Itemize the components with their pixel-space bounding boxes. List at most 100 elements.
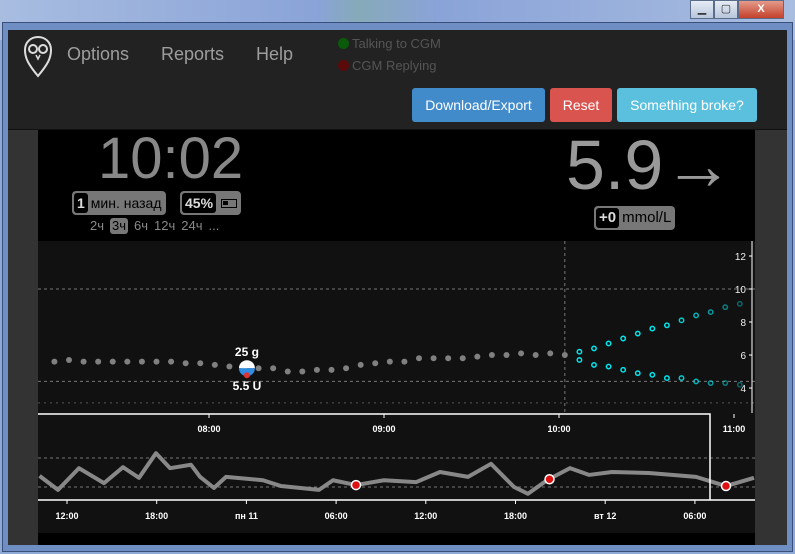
menu-help[interactable]: Help <box>256 44 294 64</box>
bg-point <box>328 366 335 373</box>
bg-point <box>138 358 145 365</box>
bg-point <box>255 365 262 372</box>
app: Options Reports Help Talking to CGM CGM … <box>8 30 787 545</box>
brush-x-tick-label: 06:00 <box>683 511 706 521</box>
brush-x-tick-label: вт 12 <box>594 511 616 521</box>
bg-point <box>561 352 568 358</box>
bg-point <box>547 350 554 357</box>
forecast-low-point <box>722 380 729 387</box>
main-panel: 10:02 5.9→ 1 мин. назад 45% 2ч 3ч 6ч 12ч … <box>38 130 755 545</box>
bg-point <box>386 358 393 365</box>
forecast-high-point <box>649 325 656 332</box>
bg-point <box>66 356 72 363</box>
treatment-dot <box>243 372 250 379</box>
brush-x-tick-label: 18:00 <box>504 511 527 521</box>
brush-treatment-marker <box>720 480 732 492</box>
brush-treatment-marker <box>350 479 362 491</box>
bg-point <box>488 352 495 358</box>
bg-point <box>284 368 291 375</box>
battery-value: 45% <box>182 193 217 213</box>
y-tick-label: 4 <box>740 384 746 395</box>
brush-x-tick-label: 12:00 <box>414 511 437 521</box>
menu-reports[interactable]: Reports <box>161 44 225 64</box>
range-more[interactable]: ... <box>208 218 220 233</box>
forecast-high-point <box>707 309 714 316</box>
overview-chart[interactable]: 08:00 09:00 10:00 11:00 12:00 18:00 пн 11 06:00… <box>38 413 755 533</box>
bg-point <box>182 360 189 367</box>
bg-point <box>401 358 408 365</box>
bg-point <box>211 361 218 368</box>
bg-point <box>80 358 87 365</box>
forecast-low-point <box>736 381 743 388</box>
bg-point <box>313 366 320 373</box>
range-24h[interactable]: 24ч <box>181 218 203 233</box>
status-replying: CGM Replying <box>338 58 437 73</box>
something-broke-button[interactable]: Something broke? <box>617 88 757 122</box>
close-button[interactable]: X <box>738 0 784 19</box>
bg-point <box>197 360 204 367</box>
forecast-high-point <box>576 348 583 355</box>
range-selector: 2ч 3ч 6ч 12ч 24ч ... <box>90 218 219 234</box>
status-dot-icon <box>338 38 349 49</box>
bg-point <box>474 353 481 360</box>
y-tick-label: 8 <box>740 318 746 329</box>
bg-point <box>299 368 306 375</box>
forecast-high-point <box>620 335 627 342</box>
bg-point <box>270 365 277 372</box>
y-tick-label: 10 <box>735 285 747 296</box>
delta-value: +0 <box>596 208 620 228</box>
bg-point <box>445 355 452 362</box>
range-3h[interactable]: 3ч <box>110 218 129 234</box>
forecast-high-point <box>663 322 670 329</box>
maximize-button[interactable]: ▢ <box>714 0 738 19</box>
forecast-high-point <box>605 340 612 347</box>
delta-pill: +0 mmol/L <box>594 206 676 230</box>
owl-logo-icon[interactable] <box>24 36 52 78</box>
minutes-ago-label: мин. назад <box>90 195 162 211</box>
minimize-button[interactable]: ▁ <box>690 0 714 19</box>
bg-point <box>532 352 539 358</box>
minutes-ago-value: 1 <box>74 193 88 213</box>
bg-point <box>372 360 379 367</box>
y-tick-label: 6 <box>740 351 746 362</box>
bg-point <box>518 350 525 357</box>
forecast-low-point <box>591 361 597 368</box>
navbar: Options Reports Help Talking to CGM CGM … <box>8 30 787 130</box>
brush-x-tick-label: 06:00 <box>325 511 348 521</box>
download-export-button[interactable]: Download/Export <box>412 88 545 122</box>
brush-x-tick-label: пн 11 <box>235 511 258 521</box>
units-label: mmol/L <box>622 209 672 226</box>
bg-point <box>503 352 510 358</box>
battery-icon <box>221 198 238 208</box>
carbs-label: 25 g <box>235 345 259 359</box>
bg-point <box>357 361 364 368</box>
bg-point <box>124 358 131 365</box>
forecast-low-point <box>634 370 641 377</box>
brush-treatment-marker <box>544 474 555 485</box>
current-bg: 5.9→ <box>566 130 733 200</box>
forecast-low-point <box>693 378 700 385</box>
y-tick-label: 12 <box>735 252 747 263</box>
bg-point <box>226 363 233 370</box>
brush-x-tick-label: 12:00 <box>55 511 78 521</box>
status-talking: Talking to CGM <box>338 36 441 51</box>
forecast-high-point <box>634 330 641 337</box>
forecast-high-point <box>678 317 685 324</box>
status-replying-label: CGM Replying <box>352 58 437 73</box>
window-controls: ▁ ▢ X <box>690 0 784 20</box>
minutes-ago-pill: 1 мин. назад <box>72 191 166 215</box>
forecast-high-point <box>722 304 729 311</box>
glucose-chart[interactable]: 2468101225 g5.5 U <box>38 241 755 413</box>
menu-options[interactable]: Options <box>67 44 130 64</box>
reset-button[interactable]: Reset <box>550 88 612 122</box>
bg-point <box>343 365 350 372</box>
bg-point <box>168 358 175 365</box>
range-2h[interactable]: 2ч <box>90 218 105 233</box>
bg-point <box>416 355 422 362</box>
forecast-low-point <box>605 363 612 370</box>
x-tick-label: 11:00 <box>723 424 746 434</box>
status-dot-icon <box>338 60 349 71</box>
forecast-low-point <box>620 366 627 373</box>
range-6h[interactable]: 6ч <box>134 218 149 233</box>
range-12h[interactable]: 12ч <box>154 218 176 233</box>
